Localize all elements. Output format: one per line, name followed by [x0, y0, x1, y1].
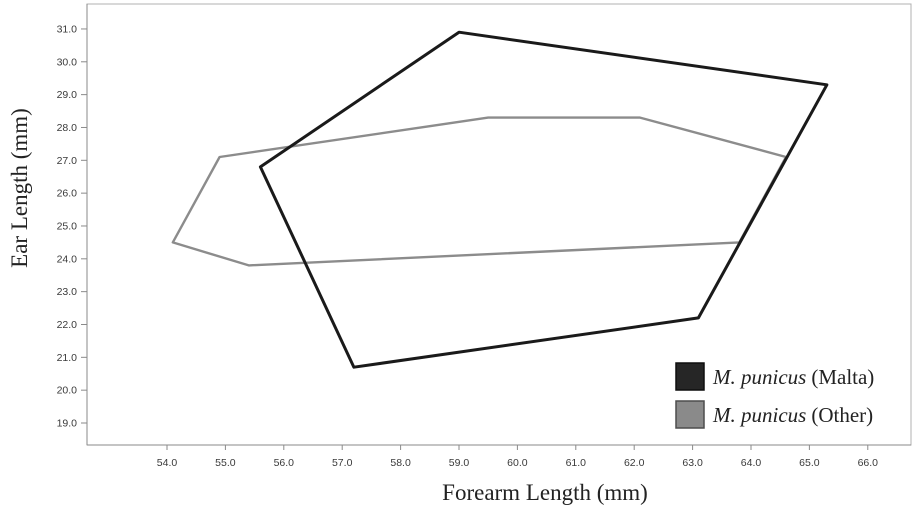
x-axis-title: Forearm Length (mm): [442, 480, 648, 505]
y-tick-label: 31.0: [57, 23, 78, 35]
y-tick-label: 25.0: [57, 220, 78, 232]
legend-group-malta: (Malta): [811, 365, 874, 389]
y-tick-label: 30.0: [57, 56, 78, 68]
legend-label-malta: M. punicus (Malta): [712, 365, 874, 389]
y-axis-title: Ear Length (mm): [7, 108, 32, 268]
legend-swatch-other: [675, 400, 705, 429]
x-tick-label: 66.0: [858, 457, 879, 469]
y-tick-label: 19.0: [57, 417, 78, 429]
y-tick-label: 28.0: [57, 122, 78, 134]
legend-group-other: (Other): [811, 403, 873, 427]
y-tick-label: 24.0: [57, 253, 78, 265]
legend-species-malta: M. punicus: [712, 365, 806, 389]
x-axis-ticks: 54.0 55.0 56.0 57.0 58.0 59.0 60.0 61.0 62.0 63.0…: [157, 445, 878, 469]
y-tick-label: 29.0: [57, 89, 78, 101]
x-tick-label: 54.0: [157, 457, 178, 469]
x-tick-label: 64.0: [741, 457, 762, 469]
x-tick-label: 60.0: [507, 457, 528, 469]
x-tick-label: 61.0: [566, 457, 587, 469]
y-tick-label: 26.0: [57, 188, 78, 200]
x-tick-label: 56.0: [274, 457, 295, 469]
y-tick-label: 22.0: [57, 319, 78, 331]
series-polygon-other: [171, 116, 788, 267]
legend-swatch-malta: [675, 362, 705, 391]
legend: M. punicus (Malta) M. punicus (Other): [675, 362, 874, 429]
y-tick-label: 20.0: [57, 385, 78, 397]
legend-species-other: M. punicus: [712, 403, 806, 427]
y-tick-label: 23.0: [57, 286, 78, 298]
x-tick-label: 65.0: [799, 457, 820, 469]
x-tick-label: 58.0: [390, 457, 411, 469]
x-tick-label: 59.0: [449, 457, 470, 469]
series-layer: [171, 30, 829, 369]
legend-label-other: M. punicus (Other): [712, 403, 873, 427]
x-tick-label: 57.0: [332, 457, 353, 469]
series-polygon-malta: [258, 30, 829, 369]
x-tick-label: 62.0: [624, 457, 645, 469]
y-axis-ticks: 31.0 30.0 29.0 28.0 27.0 26.0 25.0 24.0 23.0 22.0…: [57, 23, 87, 429]
y-tick-label: 27.0: [57, 155, 78, 167]
x-tick-label: 55.0: [215, 457, 236, 469]
x-tick-label: 63.0: [682, 457, 703, 469]
y-tick-label: 21.0: [57, 352, 78, 364]
